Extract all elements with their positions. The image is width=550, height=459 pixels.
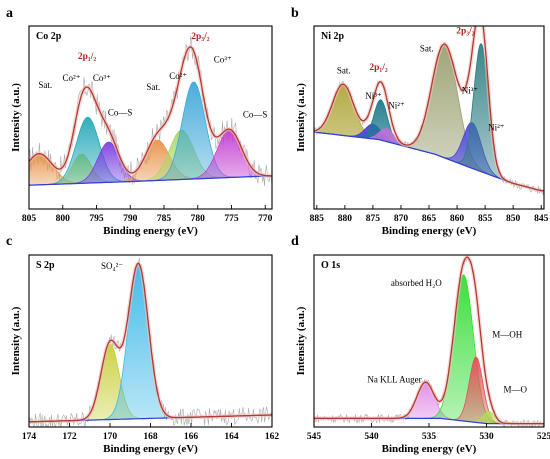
panel-d: 545 540 535 530 525 Binding energy (eV) Intens… bbox=[291, 234, 550, 455]
panel-c: 174 172 170 168 166 164 162 Binding energy (eV)… bbox=[6, 234, 279, 455]
panel-title: S 2p bbox=[36, 260, 55, 271]
fitted-peak-7 bbox=[29, 82, 272, 186]
peak-annotation: Sat. bbox=[337, 66, 351, 76]
x-tick-label: 785 bbox=[157, 214, 172, 224]
baseline-line bbox=[29, 175, 272, 186]
x-tick-label: 174 bbox=[22, 432, 37, 442]
x-tick-label: 870 bbox=[394, 214, 409, 224]
x-tick-label: 845 bbox=[534, 214, 549, 224]
panel-label: b bbox=[291, 6, 299, 21]
peak-annotation: M—O bbox=[503, 385, 527, 395]
y-axis-label: Intensity (a.u.) bbox=[295, 83, 307, 152]
y-axis-label: Intensity (a.u.) bbox=[10, 83, 22, 152]
x-tick-label: 885 bbox=[310, 214, 325, 224]
peak-annotation: Co³⁺ bbox=[214, 55, 232, 65]
x-tick-label: 775 bbox=[224, 214, 239, 224]
panel-title: Co 2p bbox=[36, 31, 62, 42]
envelope-line bbox=[314, 26, 544, 192]
x-tick-label: 164 bbox=[224, 432, 239, 442]
fitted-peak-5 bbox=[314, 44, 544, 191]
x-tick-label: 530 bbox=[479, 432, 494, 442]
fitted-peak-2 bbox=[29, 263, 272, 422]
peak-annotation: Sat. bbox=[420, 44, 434, 54]
x-tick-label: 795 bbox=[89, 214, 104, 224]
fitted-peak-1 bbox=[314, 382, 544, 424]
y-axis-label: Intensity (a.u.) bbox=[10, 306, 22, 375]
x-tick-label: 850 bbox=[506, 214, 521, 224]
x-axis-label: Binding energy (eV) bbox=[103, 225, 198, 237]
x-tick-label: 168 bbox=[143, 432, 158, 442]
fitted-peak-8 bbox=[29, 130, 272, 186]
panel-title: O 1s bbox=[321, 260, 340, 271]
peak-annotation: Ni²⁺ bbox=[388, 100, 405, 110]
x-tick-label: 880 bbox=[338, 214, 353, 224]
y-axis-label: Intensity (a.u.) bbox=[295, 306, 307, 375]
x-axis-label: Binding energy (eV) bbox=[103, 443, 198, 455]
plot-area-a bbox=[29, 35, 272, 187]
panel-label: c bbox=[6, 234, 12, 249]
plot-area-c bbox=[29, 257, 272, 427]
x-tick-label: 855 bbox=[478, 214, 493, 224]
x-tick-label: 805 bbox=[22, 214, 37, 224]
envelope-line bbox=[314, 256, 544, 425]
peak-annotation: Co²⁺ bbox=[169, 71, 187, 81]
x-tick-label: 162 bbox=[265, 432, 280, 442]
x-axis-label: Binding energy (eV) bbox=[382, 225, 477, 237]
panel-label: a bbox=[6, 6, 13, 21]
x-tick-label: 780 bbox=[191, 214, 206, 224]
peak-annotation: SO₄²⁻ bbox=[101, 261, 123, 271]
peak-annotation: Co—S bbox=[108, 108, 133, 118]
envelope-line bbox=[29, 262, 272, 423]
x-tick-label: 545 bbox=[307, 432, 322, 442]
peak-annotation: Co³⁺ bbox=[93, 73, 111, 83]
peak-annotation: Sat. bbox=[146, 82, 160, 92]
peak-annotation: 2p₃/₂ bbox=[456, 26, 475, 36]
panel-b: 885 880 875 870 865 860 855 850 845 Binding energ… bbox=[291, 6, 549, 237]
peak-annotation: Ni²⁺ bbox=[488, 122, 505, 132]
fitted-peak-4 bbox=[314, 411, 544, 424]
x-tick-label: 860 bbox=[450, 214, 465, 224]
panel-label: d bbox=[291, 234, 299, 249]
x-tick-label: 172 bbox=[62, 432, 77, 442]
peak-annotation: 2p₃/₂ bbox=[191, 32, 210, 42]
peak-annotation: Na KLL Auger bbox=[367, 374, 421, 384]
x-tick-label: 166 bbox=[184, 432, 199, 442]
panel-title: Ni 2p bbox=[321, 31, 345, 42]
fitted-peak-3 bbox=[29, 117, 272, 186]
fitted-peak-3 bbox=[314, 357, 544, 424]
peak-annotation: 2p₁/₂ bbox=[78, 52, 97, 62]
plot-area-d bbox=[314, 255, 544, 427]
x-tick-label: 535 bbox=[422, 432, 437, 442]
x-tick-label: 790 bbox=[123, 214, 138, 224]
x-tick-label: 170 bbox=[103, 432, 118, 442]
peak-annotation: M—OH bbox=[492, 330, 523, 340]
fitted-peak-1 bbox=[29, 153, 272, 186]
x-axis-label: Binding energy (eV) bbox=[382, 443, 477, 455]
x-tick-label: 770 bbox=[258, 214, 273, 224]
peak-annotation: absorbed H₂O bbox=[391, 278, 442, 288]
peak-annotation: Co—S bbox=[243, 110, 268, 120]
fitted-peak-5 bbox=[29, 140, 272, 186]
x-tick-label: 875 bbox=[366, 214, 381, 224]
peak-annotation: 2p₁/₂ bbox=[369, 63, 388, 73]
plot-area-b bbox=[314, 26, 544, 195]
envelope-line bbox=[29, 46, 272, 177]
peak-annotation: Ni³⁺ bbox=[462, 86, 479, 96]
peak-annotation: Ni³⁺ bbox=[365, 91, 382, 101]
peak-annotation: Co²⁺ bbox=[63, 73, 81, 83]
x-tick-label: 540 bbox=[364, 432, 379, 442]
x-tick-label: 525 bbox=[537, 432, 550, 442]
panel-a: 805 800 795 790 785 780 775 770 Binding energy (… bbox=[6, 6, 273, 237]
peak-annotation: Sat. bbox=[38, 80, 52, 90]
plot-frame bbox=[28, 25, 273, 210]
x-tick-label: 800 bbox=[56, 214, 71, 224]
x-tick-label: 865 bbox=[422, 214, 437, 224]
